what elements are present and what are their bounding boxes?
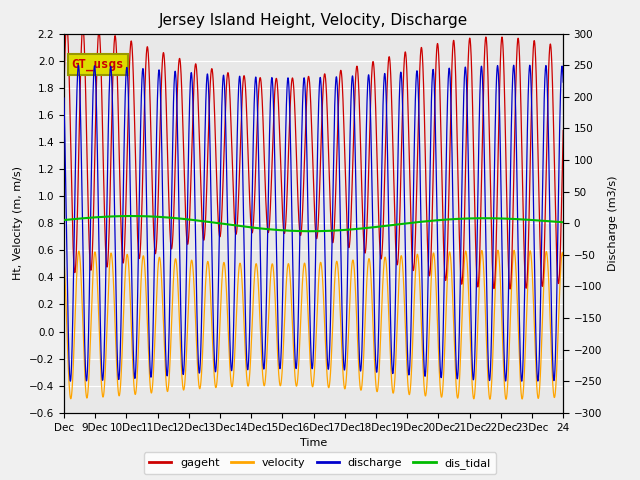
Text: GT_usgs: GT_usgs (72, 58, 124, 71)
Y-axis label: Discharge (m3/s): Discharge (m3/s) (607, 176, 618, 271)
Y-axis label: Ht, Velocity (m, m/s): Ht, Velocity (m, m/s) (13, 166, 24, 280)
Legend: gageht, velocity, discharge, dis_tidal: gageht, velocity, discharge, dis_tidal (143, 453, 497, 474)
Title: Jersey Island Height, Velocity, Discharge: Jersey Island Height, Velocity, Discharg… (159, 13, 468, 28)
X-axis label: Time: Time (300, 438, 327, 448)
